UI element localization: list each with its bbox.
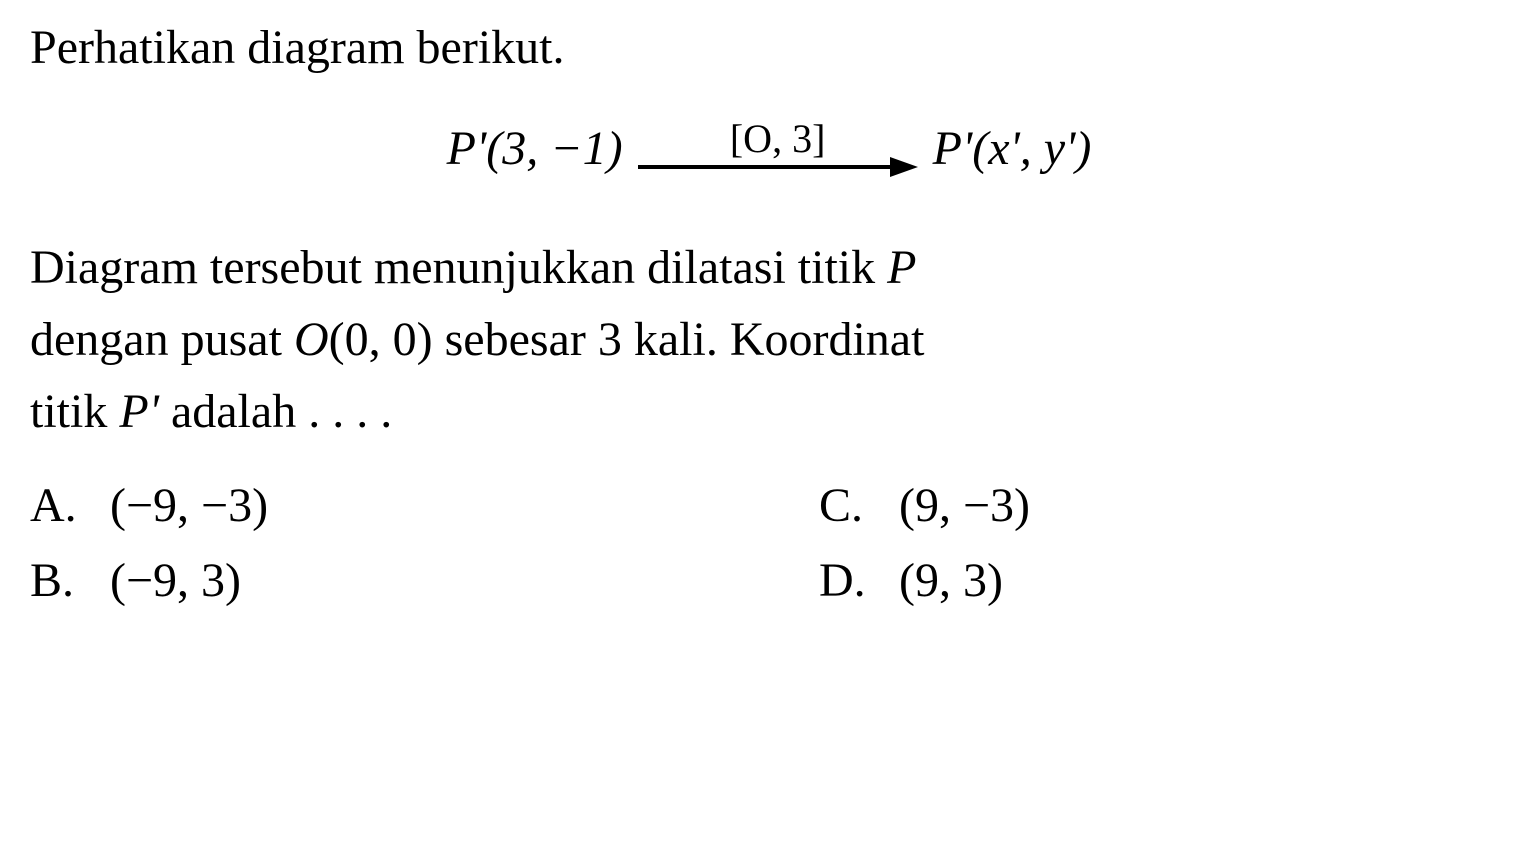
options-grid: A. (−9, −3) C. (9, −3) B. (−9, 3) D. (9,…	[30, 478, 1508, 608]
option-a-letter: A.	[30, 478, 80, 533]
option-a: A. (−9, −3)	[30, 478, 719, 533]
desc-part-3: (0, 0) sebesar 3 kali. Koordinat	[329, 313, 925, 366]
desc-part-4: titik	[30, 385, 119, 438]
option-c-letter: C.	[819, 478, 869, 533]
instruction-text: Perhatikan diagram berikut.	[30, 20, 1508, 75]
option-b: B. (−9, 3)	[30, 553, 719, 608]
source-point: P'(3, −1)	[447, 121, 623, 176]
option-a-value: (−9, −3)	[110, 478, 268, 533]
desc-var-p: P	[887, 241, 916, 294]
desc-var-pprime: P'	[119, 385, 159, 438]
option-d-value: (9, 3)	[899, 553, 1003, 608]
desc-part-1: Diagram tersebut menunjukkan dilatasi ti…	[30, 241, 887, 294]
desc-part-2: dengan pusat	[30, 313, 294, 366]
option-b-value: (−9, 3)	[110, 553, 241, 608]
arrow-container: [O, 3]	[638, 115, 918, 182]
option-c-value: (9, −3)	[899, 478, 1030, 533]
option-b-letter: B.	[30, 553, 80, 608]
option-d: D. (9, 3)	[819, 553, 1508, 608]
desc-var-o: O	[294, 313, 329, 366]
transformation-diagram: P'(3, −1) [O, 3] P'(x', y')	[30, 115, 1508, 182]
problem-container: Perhatikan diagram berikut. P'(3, −1) [O…	[30, 20, 1508, 608]
option-c: C. (9, −3)	[819, 478, 1508, 533]
arrow-icon	[638, 152, 918, 182]
option-d-letter: D.	[819, 553, 869, 608]
desc-part-5: adalah . . . .	[159, 385, 392, 438]
description-text: Diagram tersebut menunjukkan dilatasi ti…	[30, 232, 1508, 448]
target-point: P'(x', y')	[933, 121, 1092, 176]
